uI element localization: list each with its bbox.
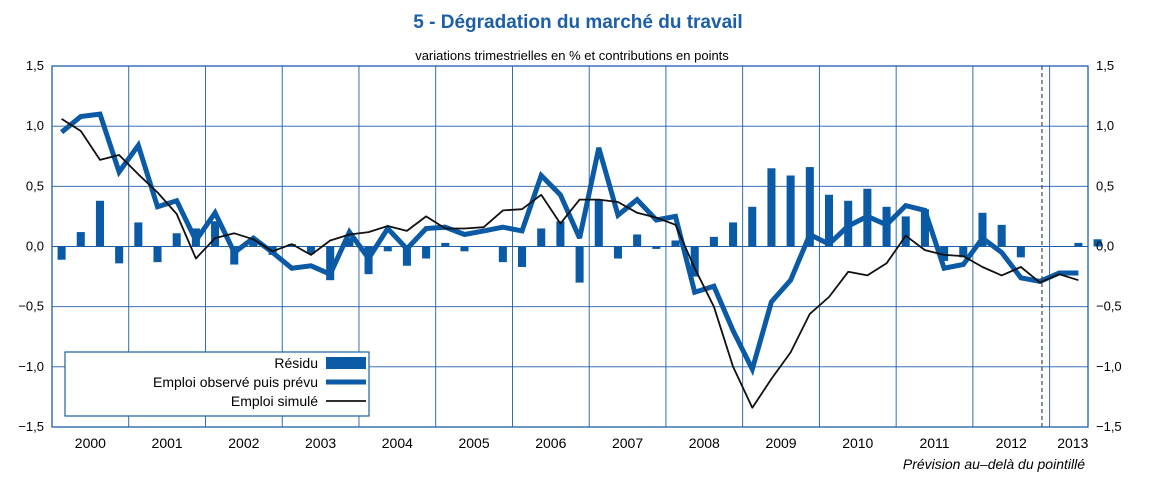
line-emploi-simule	[61, 118, 1079, 409]
bar-residu	[95, 200, 104, 247]
y-tick-label-left: 0,0	[26, 239, 44, 254]
bar-residu	[383, 246, 392, 252]
bar-residu	[978, 212, 987, 247]
x-axis-years: 2000 2001 2002 2003 2004 2005 2006 2007 2008 2009…	[75, 435, 1089, 451]
bar-residu	[575, 246, 584, 283]
bar-residu	[767, 168, 776, 247]
chart-title: 5 - Dégradation du marché du travail	[413, 12, 742, 33]
legend-box	[64, 351, 370, 417]
bar-residu	[441, 242, 450, 247]
bar-residu	[326, 246, 335, 281]
legend-label-residu: Résidu	[274, 355, 318, 371]
bar-residu	[940, 246, 949, 261]
y-axis-left: 1,5 1,0 0,5 0,0 −0,5 −1,0 −1,5	[18, 58, 44, 434]
x-year-label: 2005	[458, 435, 489, 451]
legend-swatch-residu	[326, 357, 366, 369]
bar-residu	[652, 246, 661, 249]
bar-residu	[556, 221, 565, 247]
bar-residu	[729, 222, 738, 247]
bar-residu	[57, 246, 66, 260]
bar-residu	[671, 240, 680, 247]
y-tick-label-right: −1,5	[1096, 419, 1122, 434]
y-tick-label-right: 1,0	[1096, 118, 1114, 133]
forecast-note: Prévision au–delà du pointillé	[903, 456, 1085, 472]
bar-residu	[211, 221, 220, 247]
bar-residu	[422, 246, 431, 259]
bar-residu	[460, 246, 469, 252]
x-year-label: 2000	[75, 435, 106, 451]
bar-residu	[594, 199, 603, 247]
line-emploi-observe	[60, 111, 1079, 377]
x-year-label: 2009	[765, 435, 796, 451]
y-tick-label-left: 1,0	[26, 118, 44, 133]
y-tick-label-right: 1,5	[1096, 58, 1114, 73]
bar-residu	[402, 246, 411, 266]
y-tick-label-left: 0,5	[26, 178, 44, 193]
x-year-label: 2003	[305, 435, 336, 451]
legend-label-observed: Emploi observé puis prévu	[153, 374, 318, 390]
y-tick-label-right: 0,0	[1096, 239, 1114, 254]
y-tick-label-left: −1,0	[18, 359, 44, 374]
bar-residu	[805, 167, 814, 247]
x-year-label: 2001	[152, 435, 183, 451]
bar-residu	[249, 240, 258, 247]
x-year-label: 2007	[612, 435, 643, 451]
bar-residu	[1074, 242, 1083, 247]
bar-residu	[613, 246, 622, 259]
bar-residu	[172, 233, 181, 247]
x-year-label: 2010	[842, 435, 873, 451]
y-axis-right: 1,5 1,0 0,5 0,0 −0,5 −1,0 −1,5	[1096, 58, 1122, 434]
bar-residu	[153, 246, 162, 263]
bar-residu	[633, 234, 642, 247]
x-year-label: 2004	[382, 435, 413, 451]
bar-residu	[537, 228, 546, 247]
x-year-label: 2008	[689, 435, 720, 451]
chart-subtitle: variations trimestrielles en % et contri…	[415, 48, 729, 63]
bar-residu	[824, 194, 834, 247]
x-year-label: 2013	[1057, 435, 1088, 451]
bar-residu	[134, 222, 143, 247]
x-year-label: 2006	[535, 435, 566, 451]
y-tick-label-right: −0,5	[1096, 299, 1122, 314]
y-tick-label-left: 1,5	[26, 58, 44, 73]
grid	[52, 66, 1088, 427]
legend: Résidu Emploi observé puis prévu Emploi …	[64, 351, 370, 417]
bar-residu	[1016, 246, 1025, 258]
bar-residu	[690, 246, 699, 277]
bar-residu	[518, 246, 527, 267]
legend-label-simulated: Emploi simulé	[231, 393, 318, 409]
x-year-label: 2011	[919, 435, 949, 451]
bar-residu	[997, 224, 1006, 247]
y-tick-label-left: −0,5	[18, 299, 44, 314]
bar-residu	[498, 246, 507, 263]
bar-residu	[287, 244, 296, 247]
bar-residu	[786, 175, 795, 247]
bar-residu	[76, 232, 85, 247]
x-year-label: 2012	[996, 435, 1027, 451]
bar-residu	[345, 238, 354, 247]
lines	[60, 111, 1079, 409]
plot-frame	[51, 65, 1089, 428]
bar-residu	[709, 236, 718, 247]
y-tick-label-left: −1,5	[18, 419, 44, 434]
x-year-label: 2002	[228, 435, 259, 451]
bar-residu	[748, 206, 757, 247]
bar-residu	[306, 246, 316, 254]
bar-residu	[920, 209, 929, 247]
bar-residu	[901, 216, 910, 247]
y-tick-label-right: 0,5	[1096, 178, 1114, 193]
bar-residu	[1093, 239, 1102, 247]
y-tick-label-right: −1,0	[1096, 359, 1122, 374]
bar-residu	[959, 246, 968, 258]
bar-residu	[115, 246, 124, 264]
